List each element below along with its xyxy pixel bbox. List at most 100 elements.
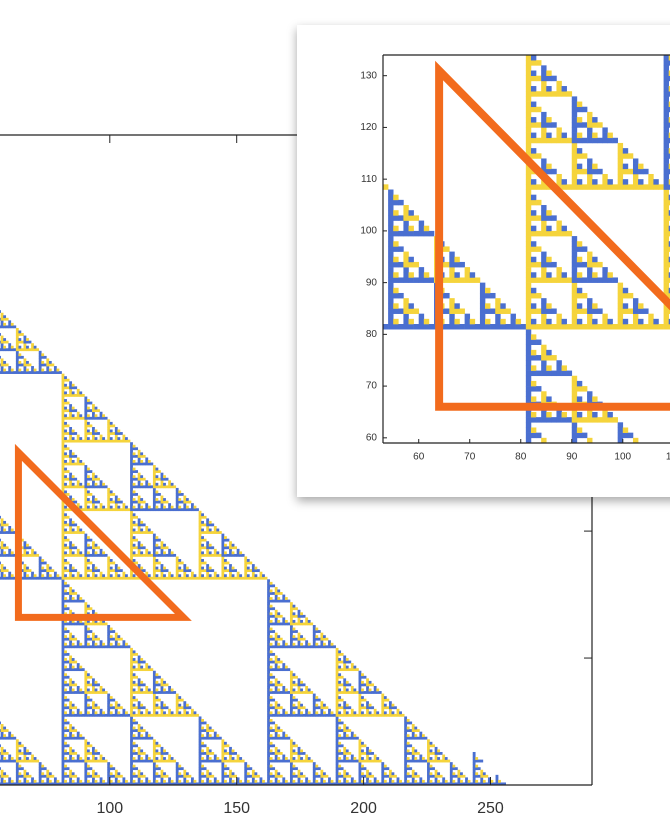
cell [69,609,73,613]
cell [38,774,42,778]
cell [84,536,88,540]
cell [23,335,27,339]
cell [23,541,27,545]
cell [86,493,90,496]
cell [64,691,67,694]
cell [69,586,73,590]
cell [71,391,75,395]
cell [61,490,65,494]
cell [3,523,7,527]
cell [71,416,75,420]
cell [69,548,73,552]
cell [23,769,27,773]
cell [56,368,60,372]
cell [86,711,90,715]
cell [89,477,93,481]
cell [69,612,73,616]
cell [0,724,4,727]
cell [92,566,95,570]
cell [26,345,29,349]
cell [69,485,73,489]
cell [94,546,98,550]
cell [86,498,90,501]
cell [86,698,90,702]
cell [43,355,47,359]
cell [61,406,65,410]
cell [74,759,78,763]
cell [84,645,88,649]
cell [15,751,19,755]
cell [64,749,67,753]
cell [74,736,78,740]
cell [26,759,29,763]
cell [26,757,29,760]
cell [76,708,80,712]
cell [3,574,7,578]
cell [76,480,80,484]
cell [66,378,70,382]
cell [26,749,29,753]
cell [20,371,24,374]
cell [84,749,88,753]
cell [0,576,1,580]
cell [26,772,29,776]
cell [102,759,106,763]
cell [81,553,85,557]
cell [69,637,73,641]
cell [0,757,4,760]
cell [0,721,1,725]
cell [64,409,67,413]
cell [99,508,103,512]
cell [61,480,65,484]
cell [71,566,75,570]
cell [64,383,67,387]
cell [64,416,67,420]
cell [10,368,14,372]
cell [69,685,73,689]
cell [61,485,65,489]
cell [0,774,1,778]
cell [84,680,88,684]
cell [66,576,70,580]
cell [31,779,34,783]
cell [76,734,80,738]
cell [61,569,65,573]
cell [76,393,80,397]
cell [64,652,67,656]
cell [71,528,75,532]
cell [92,543,95,547]
cell [84,604,88,608]
cell [61,734,65,738]
cell [61,769,65,773]
cell [86,683,90,687]
cell [79,645,83,649]
cell [69,691,73,694]
cell [69,731,73,735]
cell [99,571,103,575]
cell [84,559,88,562]
cell [31,777,34,781]
cell [69,553,73,557]
cell [26,566,29,570]
cell [38,769,42,773]
cell [61,416,65,420]
cell [92,569,95,573]
cell [92,640,95,644]
cell [84,619,88,623]
cell [3,315,7,319]
cell [76,645,80,649]
cell [5,531,9,534]
cell [69,729,73,732]
cell [61,759,65,763]
cell [23,757,27,760]
cell [3,368,7,372]
cell [64,482,67,486]
cell [66,675,70,679]
cell [66,751,70,755]
cell [61,711,65,715]
cell [92,503,95,507]
cell [61,386,65,390]
cell [102,711,106,715]
cell [94,498,98,501]
cell [23,754,27,758]
